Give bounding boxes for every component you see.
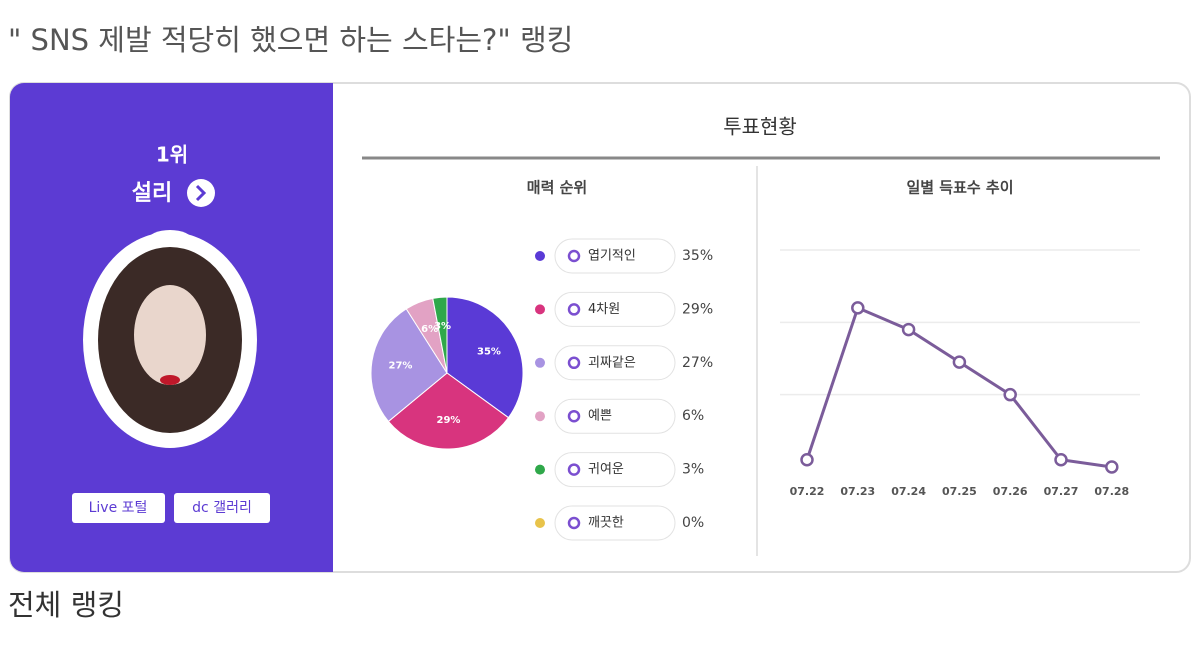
- slice-label: 3%: [434, 321, 451, 332]
- legend-value: 6%: [682, 408, 704, 424]
- pill-icon: [567, 303, 581, 316]
- legend-value: 3%: [682, 462, 704, 478]
- legend-value: 35%: [682, 248, 713, 264]
- section-title: 전체 랭킹: [8, 588, 124, 622]
- point: [800, 453, 814, 467]
- pill-icon: [567, 516, 581, 530]
- point: [952, 355, 967, 369]
- x-tick-label: 07.23: [840, 485, 875, 498]
- section-title: 투표현황: [723, 115, 797, 139]
- slice-label: 6%: [421, 324, 438, 335]
- legend-label: 괴짜같은: [588, 355, 636, 370]
- arrow-button[interactable]: [187, 179, 215, 207]
- point: [1054, 453, 1068, 467]
- button[interactable]: [174, 493, 270, 523]
- pie-slice: [387, 372, 510, 450]
- legend-dot: [535, 251, 545, 261]
- page-title: " SNS 제발 적당히 했으면 하는 스타는?" 랭킹: [8, 23, 573, 57]
- button-label: Live 포털: [89, 500, 148, 516]
- pill-icon: [567, 249, 581, 263]
- legend-pill: [554, 398, 676, 434]
- x-tick-label: 07.26: [993, 485, 1028, 498]
- legend-pill: [554, 452, 676, 488]
- point: [901, 322, 916, 337]
- legend-pill: [554, 505, 676, 541]
- pill-icon: [567, 356, 581, 370]
- x-tick-label: 07.22: [790, 485, 825, 498]
- x-tick-label: 07.24: [891, 485, 926, 498]
- point: [1105, 460, 1119, 474]
- legend-label: 4차원: [588, 302, 620, 317]
- point: [851, 301, 865, 315]
- legend-label: 귀여운: [588, 462, 624, 477]
- pie-slice: [446, 296, 524, 419]
- legend-value: 0%: [682, 515, 704, 531]
- pill-icon: [567, 463, 581, 476]
- button-label: dc 갤러리: [192, 500, 252, 516]
- legend-pill: [554, 291, 676, 327]
- legend-dot: [535, 464, 545, 475]
- legend-label: 엽기적인: [588, 249, 636, 264]
- legend-label: 깨끗한: [588, 516, 624, 531]
- slice-label: 29%: [437, 415, 461, 426]
- x-tick-label: 07.27: [1044, 485, 1079, 498]
- photo-face: [134, 285, 206, 385]
- x-tick-label: 07.28: [1094, 485, 1129, 498]
- legend-value: 29%: [682, 301, 713, 317]
- legend-pill: [554, 238, 676, 274]
- pie-slice: [370, 308, 448, 423]
- winner-name[interactable]: 설리: [132, 181, 172, 206]
- chart-title: 일별 득표수 추이: [906, 179, 1013, 197]
- legend-label: 예쁜: [588, 409, 612, 424]
- legend-dot: [535, 304, 545, 315]
- x-tick-label: 07.25: [942, 485, 977, 498]
- slice-label: 35%: [477, 347, 501, 358]
- legend-dot: [535, 357, 545, 368]
- legend-dot: [535, 518, 545, 528]
- slice-label: 27%: [388, 361, 412, 372]
- rank: 1위: [156, 143, 188, 167]
- pill-icon: [567, 409, 581, 423]
- legend-value: 27%: [682, 355, 713, 371]
- button[interactable]: [72, 493, 165, 523]
- photo-lips: [160, 375, 180, 385]
- legend-dot: [535, 411, 545, 422]
- chart-title: 매력 순위: [527, 179, 587, 197]
- arrow-icon: [195, 184, 207, 202]
- legend-pill: [554, 345, 676, 381]
- point: [1003, 387, 1017, 402]
